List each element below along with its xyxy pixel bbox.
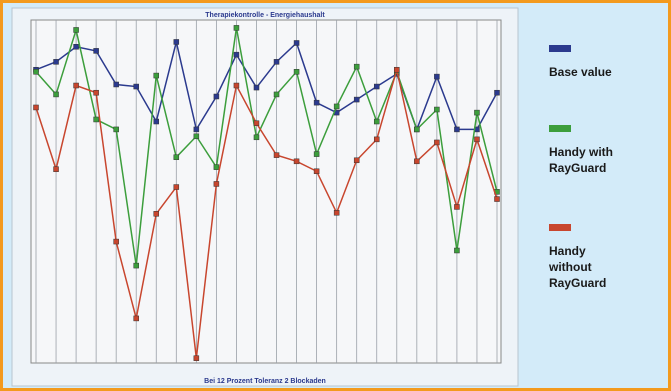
marker [193, 133, 200, 140]
legend-swatch [549, 45, 571, 52]
marker [153, 118, 160, 125]
marker [53, 91, 59, 98]
chart: Therapiekontrolle - Energiehaushalt Bei … [11, 7, 519, 387]
marker [113, 238, 119, 245]
marker [414, 126, 420, 133]
marker [153, 211, 160, 217]
marker [93, 48, 99, 54]
marker [313, 99, 320, 106]
marker [133, 262, 139, 269]
marker [233, 82, 240, 89]
legend-label: Base value [549, 65, 612, 79]
marker [273, 152, 280, 158]
marker [213, 164, 220, 170]
marker [394, 66, 400, 73]
marker [494, 89, 500, 96]
marker [333, 210, 340, 216]
marker [474, 136, 480, 143]
legend-item: Base value [549, 45, 627, 80]
line [35, 27, 498, 266]
plot-area [30, 19, 502, 364]
marker [213, 93, 220, 100]
x-axis-label: Bei 12 Prozent Toleranz 2 Blockaden [204, 378, 326, 385]
marker [454, 247, 460, 254]
marker [293, 69, 300, 75]
marker [373, 136, 380, 143]
marker [434, 106, 440, 113]
marker [253, 134, 260, 141]
marker [33, 69, 39, 75]
marker [73, 27, 79, 33]
marker [293, 40, 300, 46]
marker [353, 157, 360, 164]
line [35, 41, 498, 132]
legend-swatch [549, 125, 571, 132]
marker [293, 158, 300, 165]
marker [113, 126, 119, 133]
marker [233, 51, 240, 58]
marker [253, 120, 260, 126]
legend-label: Handy with RayGuard [549, 145, 614, 175]
marker [414, 158, 420, 165]
marker [133, 83, 139, 90]
marker [333, 103, 340, 110]
marker [93, 116, 99, 123]
marker [213, 181, 220, 187]
marker [53, 59, 59, 65]
marker [454, 126, 460, 133]
legend-item: Handy without RayGuard [549, 224, 627, 291]
marker [474, 109, 480, 116]
marker [434, 73, 440, 80]
marker [33, 104, 39, 111]
marker [273, 91, 280, 98]
marker [113, 81, 119, 88]
marker [313, 168, 320, 175]
marker [73, 44, 79, 50]
legend-label: Handy without RayGuard [549, 244, 607, 290]
marker [353, 63, 360, 70]
marker [454, 204, 460, 210]
marker [153, 72, 160, 79]
marker [193, 355, 200, 361]
marker [273, 59, 280, 65]
marker [353, 96, 360, 103]
marker [173, 154, 180, 160]
marker [193, 126, 200, 133]
legend-item: Handy with RayGuard [549, 125, 627, 176]
line [35, 69, 498, 359]
legend-swatch [549, 224, 571, 231]
marker [133, 315, 139, 322]
marker [313, 151, 320, 157]
marker [173, 184, 180, 190]
marker [494, 196, 500, 202]
marker [73, 82, 79, 89]
marker [53, 166, 59, 172]
marker [93, 89, 99, 96]
marker [373, 83, 380, 90]
marker [233, 25, 240, 31]
marker [173, 39, 180, 45]
chart-title: Therapiekontrolle - Energiehaushalt [205, 12, 325, 19]
marker [253, 84, 260, 91]
marker [434, 139, 440, 146]
marker [373, 118, 380, 125]
